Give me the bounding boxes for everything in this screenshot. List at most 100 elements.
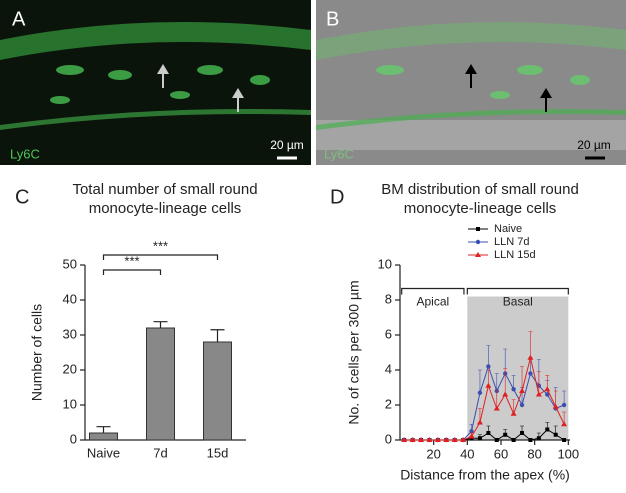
x-tick-label: 80 [527,446,541,461]
y-tick-label: 0 [70,431,77,446]
marker [553,432,558,437]
scale-bar-label: 20 µm [270,138,304,152]
marker [535,391,542,397]
chart-title: monocyte-lineage cells [404,200,557,217]
y-tick-label: 4 [385,361,392,376]
panel-label: C [15,186,29,208]
x-tick-label: Naive [87,445,120,460]
marker [486,431,491,435]
y-axis-label: Number of cells [29,304,45,401]
error-bar [486,345,491,367]
marker [562,438,567,442]
error-bar [153,321,168,328]
region-bracket [466,287,569,295]
marker [511,387,516,392]
y-tick-label: 2 [385,396,392,411]
marker [561,421,568,427]
x-tick-label: 7d [153,445,167,460]
y-tick-label: 10 [378,256,392,271]
stain-label: Ly6C [10,146,40,161]
panel-label: D [330,186,344,208]
y-tick-label: 30 [63,326,77,341]
marker [510,410,517,416]
marker [494,438,499,442]
marker [434,437,441,442]
region-label: Basal [503,295,533,309]
marker [493,405,500,411]
significance-bracket [102,254,219,260]
marker [519,388,526,393]
y-tick-label: 8 [385,291,392,306]
panel-label: A [12,8,26,30]
chart-title: BM distribution of small round [381,181,579,198]
marker [511,438,516,442]
marker [536,436,541,441]
stain-label: Ly6C [324,146,354,161]
y-tick-label: 10 [63,396,77,411]
bar [203,341,232,441]
y-tick-label: 0 [385,431,392,446]
error-bar [536,371,541,395]
region-label: Apical [416,295,449,309]
marker [544,386,551,392]
marker [409,437,416,442]
chart-title: monocyte-lineage cells [89,200,242,217]
scale-bar-label: 20 µm [577,138,611,152]
error-bar [210,329,225,342]
region-bracket [401,287,465,295]
marker [520,431,525,435]
marker [561,402,567,408]
x-axis-label: Distance from the apex (%) [400,467,570,483]
y-tick-label: 6 [385,326,392,341]
significance-bracket [102,269,162,275]
chart-title: Total number of small round [72,181,257,198]
error-bar [528,331,533,358]
error-bar [494,373,499,391]
marker [477,390,483,395]
error-bar [477,369,482,393]
x-tick-label: 100 [557,446,579,461]
marker [443,437,450,442]
y-axis-label: No. of cells per 300 µm [346,280,362,424]
y-tick-label: 50 [63,256,77,271]
micrograph-a [0,0,311,165]
legend-label: LLN 7d [494,236,529,248]
marker [468,433,475,439]
x-tick-label: 15d [207,445,229,460]
significance-label: *** [124,253,139,268]
marker [418,437,425,442]
legend-label: LLN 15d [494,249,536,261]
marker [502,391,509,397]
marker [451,437,458,442]
error-bar [96,426,111,433]
error-bar [520,366,525,391]
panel-label: B [326,8,339,30]
marker [527,354,534,360]
marker [545,427,550,432]
marker [460,437,467,442]
significance-label: *** [153,238,168,253]
error-bar [562,390,567,405]
marker [519,402,525,408]
marker [476,419,483,425]
marker [477,436,482,441]
micrograph-b [316,0,626,165]
marker [401,437,408,442]
marker [552,403,559,409]
x-tick-label: 60 [494,446,508,461]
marker [475,252,481,257]
marker [476,227,480,231]
y-tick-label: 40 [63,291,77,306]
x-tick-label: 20 [426,446,440,461]
legend-label: Naive [494,223,522,235]
error-bar [511,374,516,390]
marker [528,371,533,376]
error-bar [503,367,508,395]
marker [545,392,550,397]
x-tick-label: 40 [460,446,474,461]
marker [426,437,433,442]
bar [89,432,118,441]
marker [469,429,474,434]
